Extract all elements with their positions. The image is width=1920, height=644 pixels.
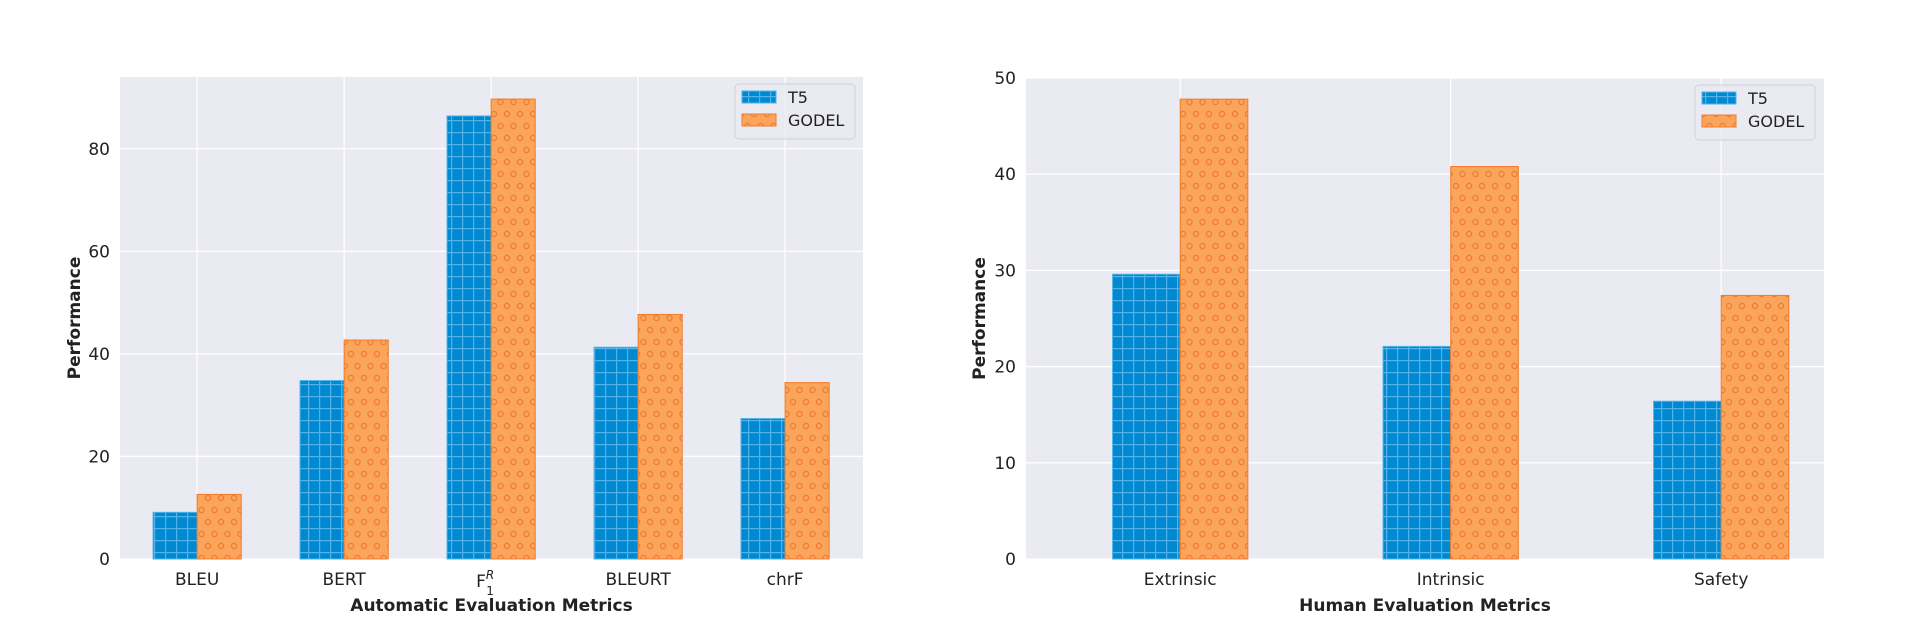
bar-godel-extrinsic	[1179, 98, 1249, 560]
legend-swatch-t5	[1701, 91, 1737, 105]
bar-godel-bert	[343, 339, 389, 560]
x-tick-label: Intrinsic	[1417, 570, 1485, 590]
bar-t5-bert	[299, 380, 345, 560]
bar-t5-chrf	[740, 418, 786, 560]
bar-godel-bleurt	[637, 313, 683, 560]
bar-godel-bleu	[196, 493, 242, 560]
y-tick-label: 40	[88, 345, 110, 365]
legend-label-t5: T5	[787, 88, 808, 107]
bar-t5-safety	[1653, 400, 1722, 560]
x-tick-label: FR 1	[476, 568, 494, 598]
x-tick-label: chrF	[767, 570, 804, 590]
bar-godel-safety	[1720, 294, 1790, 560]
bar-godel-chrf	[784, 382, 830, 560]
legend: T5 GODEL	[734, 83, 856, 140]
legend-label-godel: GODEL	[788, 111, 844, 130]
y-axis-label: Performance	[65, 257, 85, 380]
y-tick-label: 0	[1005, 550, 1016, 570]
bar-godel-intrinsic	[1450, 166, 1519, 560]
legend-label-t5: T5	[1747, 89, 1768, 108]
y-tick-label: 30	[994, 261, 1016, 281]
bar-t5-intrinsic	[1382, 345, 1452, 560]
x-axis-label: Automatic Evaluation Metrics	[350, 596, 632, 616]
y-tick-label: 20	[88, 447, 110, 467]
legend-swatch-godel	[1701, 114, 1737, 128]
bar-t5-f1r	[446, 115, 492, 560]
legend-swatch-godel	[741, 113, 777, 127]
bar-t5-bleu	[152, 511, 198, 560]
x-tick-label: BLEURT	[605, 570, 671, 590]
y-tick-label: 0	[99, 550, 110, 570]
bar-t5-bleurt	[593, 346, 639, 560]
legend-label-godel: GODEL	[1748, 112, 1804, 131]
chart-2: 0 10 20 30 40 50 Extrinsic Intrinsic Safety Human…	[970, 69, 1824, 616]
x-tick-label: BERT	[322, 570, 366, 590]
bar-godel-f1r	[490, 98, 536, 560]
bar-t5-extrinsic	[1112, 273, 1181, 560]
y-tick-label: 60	[88, 242, 110, 262]
y-tick-label: 20	[994, 358, 1016, 378]
y-tick-label: 40	[994, 165, 1016, 185]
legend: T5 GODEL	[1694, 84, 1816, 141]
chart-1: 0 20 40 60 80 BLEU BERT FR 1 BLEURT chrF Automatic …	[65, 77, 863, 616]
y-tick-label: 80	[88, 140, 110, 160]
x-axis-label: Human Evaluation Metrics	[1299, 596, 1551, 616]
x-tick-label: Safety	[1694, 570, 1748, 590]
x-tick-label: Extrinsic	[1144, 570, 1217, 590]
legend-swatch-t5	[741, 90, 777, 104]
y-tick-label: 10	[994, 454, 1016, 474]
x-tick-label: BLEU	[175, 570, 219, 590]
y-axis-label: Performance	[970, 257, 990, 380]
y-tick-label: 50	[994, 69, 1016, 89]
